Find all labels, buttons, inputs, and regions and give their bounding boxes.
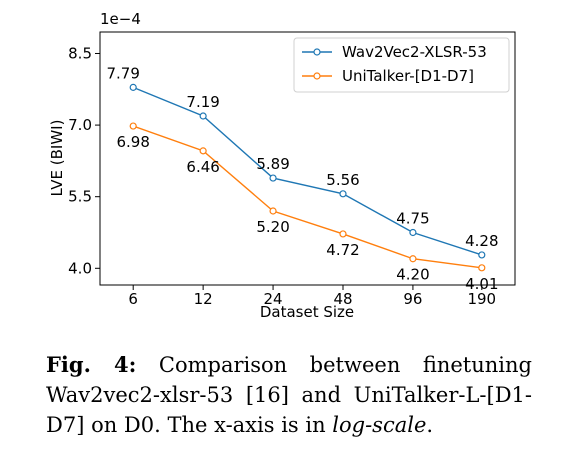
data-point xyxy=(478,264,486,272)
data-point xyxy=(339,190,347,198)
series-layer: 7.79 7.19 5.89 5.56 4.75 4.28 6.98 6.46 5.20 4.72… xyxy=(106,64,498,292)
caption-text: Comparison between finetuning Wav2vec2-x… xyxy=(46,353,532,437)
data-label: 6.46 xyxy=(186,158,219,176)
legend-box xyxy=(293,37,510,93)
legend-marker-wav2vec xyxy=(313,48,321,56)
y-axis-label: LVE (BIWI) xyxy=(48,120,66,197)
data-point xyxy=(269,207,277,215)
data-point xyxy=(199,112,207,120)
data-point xyxy=(199,147,207,155)
data-label: 7.79 xyxy=(106,64,139,82)
x-tick-label: 48 xyxy=(333,290,352,308)
figure-caption: Fig. 4: Comparison between finetuning Wa… xyxy=(46,350,532,440)
y-tick-label: 5.5 xyxy=(68,188,92,206)
x-tick-label: 190 xyxy=(467,290,496,308)
line-chart: 1e−4 LVE (BIWI) Dataset Size 6 12 24 48 96 19… xyxy=(48,10,516,321)
data-point xyxy=(409,228,417,237)
x-tick-label: 12 xyxy=(194,290,213,308)
data-label: 4.20 xyxy=(396,266,429,284)
series-line xyxy=(132,125,482,269)
x-tick-label: 24 xyxy=(264,290,283,308)
x-axis-label: Dataset Size xyxy=(260,303,354,321)
data-label: 4.28 xyxy=(465,232,498,250)
data-point xyxy=(269,174,277,182)
data-point xyxy=(339,230,347,238)
data-point xyxy=(478,251,486,259)
legend-label-wav2vec: Wav2Vec2-XLSR-53 xyxy=(342,43,487,61)
data-label: 6.98 xyxy=(116,133,149,151)
y-multiplier-label: 1e−4 xyxy=(100,10,141,28)
legend-marker-unitalker xyxy=(313,72,321,80)
data-label: 5.89 xyxy=(256,155,289,173)
data-label: 5.20 xyxy=(256,218,289,236)
data-label: 4.72 xyxy=(326,241,359,259)
legend-label-unitalker: UniTalker-[D1-D7] xyxy=(342,67,474,85)
data-label: 7.19 xyxy=(186,93,219,111)
series-2: 6.98 6.46 5.20 4.72 4.20 4.01 xyxy=(116,122,499,293)
data-point xyxy=(409,255,417,263)
data-label: 4.75 xyxy=(396,209,429,227)
series-line xyxy=(132,86,483,256)
x-tick-label: 96 xyxy=(403,290,422,308)
plot-frame xyxy=(99,31,516,286)
legend: Wav2Vec2-XLSR-53 UniTalker-[D1-D7] xyxy=(293,37,510,93)
data-label: 4.01 xyxy=(465,275,498,293)
caption-label: Fig. 4: xyxy=(46,352,137,377)
y-tick-label: 8.5 xyxy=(68,44,92,62)
data-label: 5.56 xyxy=(326,171,359,189)
x-axis-ticks: 6 12 24 48 96 190 xyxy=(128,285,496,308)
y-axis-ticks: 4.0 5.5 7.0 8.5 xyxy=(68,44,100,277)
series-1: 7.79 7.19 5.89 5.56 4.75 4.28 xyxy=(106,64,499,259)
y-tick-label: 4.0 xyxy=(68,259,92,277)
x-tick-label: 6 xyxy=(128,290,138,308)
y-tick-label: 7.0 xyxy=(68,116,92,134)
caption-emphasis: log-scale xyxy=(332,413,427,437)
data-point xyxy=(129,122,137,130)
caption-end: . xyxy=(426,413,434,437)
data-point xyxy=(129,83,137,91)
